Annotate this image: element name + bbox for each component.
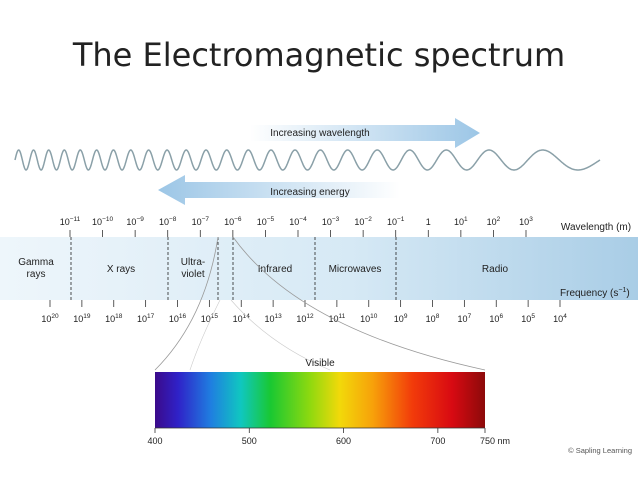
wavelength-tick-label: 102 bbox=[487, 216, 501, 227]
wavelength-tick-label: 10−6 bbox=[224, 216, 242, 227]
visible-label: Visible bbox=[305, 358, 335, 369]
wavelength-tick-label: 10−2 bbox=[354, 216, 372, 227]
wavelength-tick-label: 103 bbox=[519, 216, 533, 227]
region-ultraviolet: Ultra- violet bbox=[181, 257, 205, 280]
wave-icon bbox=[14, 149, 601, 171]
region-infrared: Infrared bbox=[258, 264, 292, 275]
frequency-tick-label: 1014 bbox=[233, 313, 251, 324]
wavelength-axis-label: Wavelength (m) bbox=[561, 222, 631, 233]
visible-zoom-lines-faint bbox=[189, 299, 331, 371]
spectrum-band bbox=[0, 237, 638, 300]
svg-text:Radio: Radio bbox=[482, 264, 509, 275]
frequency-tick-label: 1012 bbox=[296, 313, 314, 324]
svg-text:rays: rays bbox=[27, 269, 46, 280]
visible-tick-label: 600 bbox=[336, 436, 351, 446]
svg-text:Gamma: Gamma bbox=[18, 257, 54, 268]
frequency-tick-label: 1010 bbox=[360, 313, 378, 324]
frequency-tick-label: 107 bbox=[458, 313, 472, 324]
wavelength-tick-label: 1 bbox=[426, 217, 431, 227]
slide-title: The Electromagnetic spectrum bbox=[72, 36, 566, 74]
wavelength-tick-label: 10−3 bbox=[322, 216, 340, 227]
wavelength-tick-label: 10−11 bbox=[60, 216, 81, 227]
frequency-tick-label: 109 bbox=[394, 313, 408, 324]
region-x-rays: X rays bbox=[107, 264, 135, 275]
frequency-tick-label: 1020 bbox=[41, 313, 59, 324]
wavelength-tick-label: 10−9 bbox=[126, 216, 144, 227]
wavelength-tick-label: 10−5 bbox=[257, 216, 275, 227]
visible-ticks: 400 500 600 700 750 nm bbox=[147, 428, 510, 446]
wavelength-tick-label: 10−7 bbox=[192, 216, 210, 227]
visible-tick-label: 400 bbox=[147, 436, 162, 446]
svg-text:Microwaves: Microwaves bbox=[329, 264, 382, 275]
frequency-tick-label: 106 bbox=[489, 313, 503, 324]
frequency-ticks: 1020 1019 1018 1017 1016 1015 1014 1013 1012 1011… bbox=[41, 300, 567, 324]
increasing-energy-arrow bbox=[158, 175, 400, 205]
frequency-tick-label: 104 bbox=[553, 313, 567, 324]
increasing-wavelength-label: Increasing wavelength bbox=[270, 128, 370, 139]
increasing-energy-label: Increasing energy bbox=[270, 187, 350, 198]
frequency-tick-label: 1013 bbox=[265, 313, 283, 324]
wavelength-ticks: 10−11 10−10 10−9 10−8 10−7 10−6 10−5 10−4 10−3 10… bbox=[60, 216, 533, 237]
svg-text:Ultra-: Ultra- bbox=[181, 257, 205, 268]
wavelength-tick-label: 101 bbox=[454, 216, 468, 227]
frequency-tick-label: 1017 bbox=[137, 313, 155, 324]
frequency-tick-label: 1019 bbox=[73, 313, 91, 324]
wavelength-tick-label: 10−8 bbox=[159, 216, 177, 227]
region-microwaves: Microwaves bbox=[329, 264, 382, 275]
visible-tick-label: 750 nm bbox=[480, 436, 510, 446]
wavelength-tick-label: 10−4 bbox=[289, 216, 307, 227]
increasing-wavelength-arrow bbox=[250, 118, 480, 148]
visible-spectrum-bar bbox=[155, 372, 485, 428]
svg-text:X rays: X rays bbox=[107, 264, 135, 275]
frequency-tick-label: 1011 bbox=[328, 313, 345, 324]
region-dividers bbox=[70, 237, 397, 300]
visible-zoom-lines bbox=[154, 236, 486, 371]
wavelength-tick-label: 10−10 bbox=[92, 216, 113, 227]
frequency-tick-label: 1015 bbox=[201, 313, 219, 324]
wavelength-tick-label: 10−1 bbox=[387, 216, 405, 227]
frequency-tick-label: 108 bbox=[426, 313, 440, 324]
frequency-axis-label: Frequency (s−1) bbox=[560, 287, 630, 299]
region-gamma-rays: Gamma rays bbox=[18, 257, 54, 280]
region-radio: Radio bbox=[482, 264, 509, 275]
svg-text:violet: violet bbox=[181, 269, 205, 280]
frequency-tick-label: 1016 bbox=[169, 313, 187, 324]
credit-text: © Sapling Learning bbox=[568, 446, 632, 455]
visible-tick-label: 700 bbox=[430, 436, 445, 446]
frequency-tick-label: 1018 bbox=[105, 313, 123, 324]
svg-text:Infrared: Infrared bbox=[258, 264, 292, 275]
frequency-tick-label: 105 bbox=[521, 313, 535, 324]
visible-tick-label: 500 bbox=[242, 436, 257, 446]
